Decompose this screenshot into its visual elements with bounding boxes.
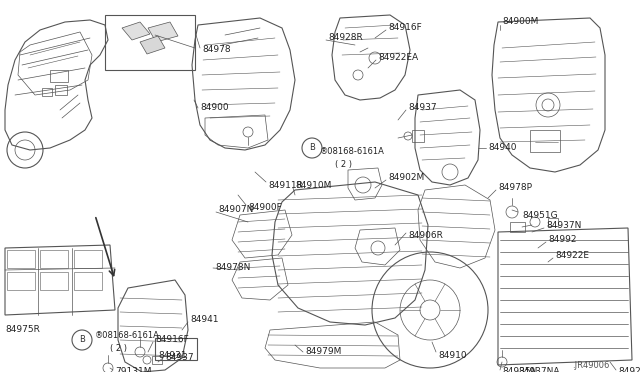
Text: 84900F: 84900F	[248, 203, 282, 212]
Text: 84916F: 84916F	[155, 336, 189, 344]
Text: 84978P: 84978P	[498, 183, 532, 192]
Text: ®08168-6161A: ®08168-6161A	[320, 148, 385, 157]
Bar	[7, 272, 35, 290]
Text: 84937N: 84937N	[546, 221, 581, 230]
Polygon shape	[148, 22, 178, 42]
Text: ®08168-6161A: ®08168-6161A	[95, 330, 160, 340]
Text: 84951G: 84951G	[522, 211, 557, 219]
Text: 84937NA: 84937NA	[518, 368, 559, 372]
Text: 84922EA: 84922EA	[378, 54, 418, 62]
Text: B: B	[79, 336, 85, 344]
Polygon shape	[122, 22, 150, 40]
Bar	[42, 88, 52, 96]
Bar	[548, 218, 558, 226]
Text: 84978: 84978	[202, 45, 230, 55]
Bar	[55, 85, 67, 95]
Bar	[74, 272, 102, 290]
Text: 84978N: 84978N	[215, 263, 250, 273]
Text: 84910: 84910	[438, 350, 467, 359]
Text: 84906R: 84906R	[408, 231, 443, 240]
Bar	[412, 130, 424, 142]
Text: 84940: 84940	[488, 144, 516, 153]
Text: 84975R: 84975R	[5, 326, 40, 334]
Text: 84935N: 84935N	[502, 368, 538, 372]
Text: ( 2 ): ( 2 )	[110, 343, 127, 353]
Text: 84937: 84937	[165, 353, 194, 362]
Bar	[105, 15, 195, 70]
Bar	[152, 356, 162, 364]
Text: 84922E: 84922E	[555, 250, 589, 260]
Text: 84920: 84920	[618, 368, 640, 372]
Text: 84907N: 84907N	[218, 205, 253, 215]
Text: 84928R: 84928R	[328, 33, 363, 42]
Text: ( 2 ): ( 2 )	[335, 160, 352, 170]
Polygon shape	[140, 36, 165, 54]
Text: 84979M: 84979M	[305, 347, 341, 356]
Text: .JR49006: .JR49006	[572, 360, 609, 369]
Bar	[510, 222, 525, 232]
Text: 84911R: 84911R	[268, 180, 303, 189]
Bar	[155, 338, 197, 360]
Text: 84941: 84941	[190, 315, 218, 324]
Bar	[530, 130, 560, 152]
Bar	[50, 70, 68, 82]
Text: 84992: 84992	[548, 235, 577, 244]
Text: 84910M: 84910M	[295, 180, 332, 189]
Bar	[74, 250, 102, 268]
Text: 84931: 84931	[158, 350, 187, 359]
Text: 84900M: 84900M	[502, 17, 538, 26]
Bar	[40, 250, 68, 268]
Text: 84902M: 84902M	[388, 173, 424, 183]
Text: 79131M: 79131M	[115, 368, 152, 372]
Bar	[7, 250, 35, 268]
Bar	[40, 272, 68, 290]
Text: 84916F: 84916F	[388, 23, 422, 32]
Text: 84900: 84900	[200, 103, 228, 112]
Text: B: B	[309, 144, 315, 153]
Text: 84937: 84937	[408, 103, 436, 112]
